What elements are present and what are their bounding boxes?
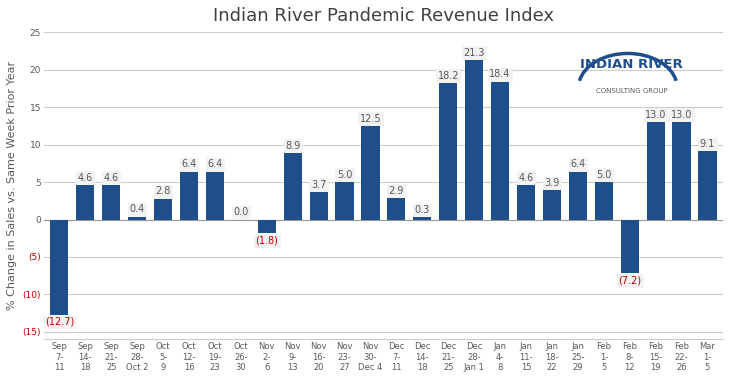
Text: 2.9: 2.9 xyxy=(388,185,404,196)
Text: 6.4: 6.4 xyxy=(181,159,196,169)
Bar xyxy=(595,182,613,219)
Text: 4.6: 4.6 xyxy=(104,173,119,183)
Bar xyxy=(128,216,146,219)
Bar xyxy=(647,122,665,219)
Bar xyxy=(102,185,120,219)
Text: 12.5: 12.5 xyxy=(360,114,381,124)
Text: 5.0: 5.0 xyxy=(596,170,612,180)
Text: 4.6: 4.6 xyxy=(518,173,534,183)
Text: 0.4: 0.4 xyxy=(129,204,145,214)
Bar xyxy=(569,172,587,219)
Text: 5.0: 5.0 xyxy=(337,170,352,180)
Bar xyxy=(543,190,561,219)
Bar xyxy=(50,219,69,315)
Text: 2.8: 2.8 xyxy=(155,186,171,196)
Bar xyxy=(672,122,691,219)
Text: INDIAN RIVER: INDIAN RIVER xyxy=(580,58,683,71)
Text: 13.0: 13.0 xyxy=(645,110,666,120)
Bar xyxy=(517,185,535,219)
Bar xyxy=(76,185,94,219)
Bar xyxy=(206,172,224,219)
Bar xyxy=(310,192,328,219)
Text: 13.0: 13.0 xyxy=(671,110,692,120)
Text: 18.4: 18.4 xyxy=(489,69,511,79)
Bar xyxy=(283,153,301,219)
Y-axis label: % Change in Sales vs. Same Week Prior Year: % Change in Sales vs. Same Week Prior Ye… xyxy=(7,61,17,310)
Bar xyxy=(699,151,717,219)
Title: Indian River Pandemic Revenue Index: Indian River Pandemic Revenue Index xyxy=(213,7,554,25)
Text: 9.1: 9.1 xyxy=(700,139,715,149)
Text: 21.3: 21.3 xyxy=(464,47,485,58)
Text: 4.6: 4.6 xyxy=(77,173,93,183)
Bar xyxy=(180,172,198,219)
Bar xyxy=(388,198,405,219)
Bar xyxy=(413,217,431,219)
Text: 0.0: 0.0 xyxy=(233,207,248,217)
Text: 0.3: 0.3 xyxy=(415,205,430,215)
Bar xyxy=(491,81,509,219)
Text: 8.9: 8.9 xyxy=(285,141,300,150)
Text: 3.9: 3.9 xyxy=(545,178,560,188)
Bar xyxy=(620,219,639,274)
Text: CONSULTING GROUP: CONSULTING GROUP xyxy=(596,88,667,94)
Text: (7.2): (7.2) xyxy=(618,276,641,286)
Bar xyxy=(154,199,172,219)
Bar xyxy=(439,83,457,219)
Bar xyxy=(258,219,276,233)
Text: 6.4: 6.4 xyxy=(570,159,585,169)
Text: 3.7: 3.7 xyxy=(311,180,326,190)
Text: (1.8): (1.8) xyxy=(255,235,278,245)
Bar xyxy=(336,182,353,219)
Bar xyxy=(465,60,483,219)
Text: (12.7): (12.7) xyxy=(45,317,74,327)
Text: 6.4: 6.4 xyxy=(207,159,223,169)
Text: 18.2: 18.2 xyxy=(437,71,459,81)
Bar xyxy=(361,126,380,219)
